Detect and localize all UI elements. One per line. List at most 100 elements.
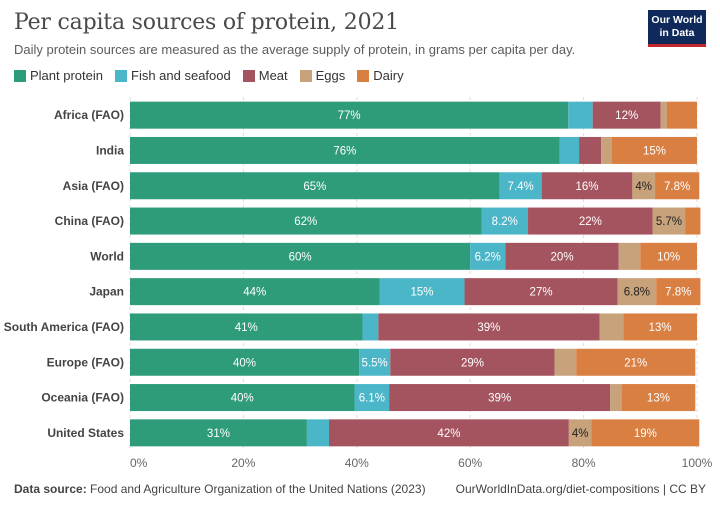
data-label: 16% [575, 181, 598, 193]
bar-segment[interactable] [130, 384, 355, 412]
bar-segment[interactable] [599, 313, 624, 341]
bar-segment[interactable] [130, 419, 307, 447]
bar-segment[interactable] [130, 242, 471, 270]
bar-segment[interactable] [130, 207, 482, 235]
legend-swatch [14, 69, 26, 82]
data-label: 4% [572, 428, 589, 440]
bar-segment[interactable] [579, 136, 602, 164]
bar-segment[interactable] [656, 278, 701, 306]
bar-segment[interactable] [329, 419, 569, 447]
bar-segment[interactable] [464, 278, 618, 306]
data-label: 60% [289, 251, 312, 263]
data-label: 6.2% [475, 251, 501, 263]
bar-segment[interactable] [130, 313, 363, 341]
bar-segment[interactable] [568, 101, 593, 129]
owid-logo[interactable]: Our World in Data [648, 10, 706, 47]
bar-segment[interactable] [652, 207, 686, 235]
bar-segment[interactable] [130, 136, 560, 164]
bar-segment[interactable] [470, 242, 506, 270]
chart-subtitle: Daily protein sources are measured as th… [14, 42, 576, 57]
bar-segment[interactable] [685, 207, 701, 235]
legend-label: Eggs [315, 68, 346, 83]
data-label: 15% [410, 287, 433, 299]
data-label: 77% [338, 110, 361, 122]
category-label: Oceania (FAO) [41, 391, 124, 405]
bar-segment[interactable] [306, 419, 330, 447]
legend-item[interactable]: Eggs [299, 68, 346, 83]
legend: Plant protein Fish and seafood Meat Eggs Dai… [14, 68, 404, 83]
bar-segment[interactable] [576, 348, 696, 376]
bar-segment[interactable] [362, 313, 379, 341]
bar-segment[interactable] [621, 384, 696, 412]
data-label: 5.7% [656, 216, 682, 228]
data-label: 40% [231, 393, 254, 405]
category-label: India [96, 143, 124, 157]
bar-segment[interactable] [505, 242, 619, 270]
bar-segment[interactable] [378, 313, 600, 341]
data-label: 19% [634, 428, 657, 440]
category-label: China (FAO) [55, 214, 124, 228]
bar-segment[interactable] [541, 172, 633, 200]
data-label: 41% [235, 322, 258, 334]
bar-segment[interactable] [611, 136, 697, 164]
legend-item[interactable]: Plant protein [14, 68, 103, 83]
bar-segment[interactable] [499, 172, 542, 200]
x-tick-label: 20% [231, 456, 255, 470]
chart-title: Per capita sources of protein, 2021 [14, 10, 399, 35]
footer-link[interactable]: OurWorldInData.org/diet-compositions | C… [455, 482, 706, 496]
legend-swatch [242, 69, 255, 82]
bar-segment[interactable] [618, 242, 641, 270]
bar-segment[interactable] [130, 278, 380, 306]
bar-segment[interactable] [601, 136, 612, 164]
bar-segment[interactable] [390, 348, 555, 376]
bar-segment[interactable] [623, 313, 697, 341]
data-label: 7.4% [508, 181, 534, 193]
legend-item[interactable]: Meat [242, 68, 288, 83]
legend-item[interactable]: Fish and seafood [115, 68, 231, 83]
bar-segment[interactable] [359, 348, 391, 376]
bar-segment[interactable] [130, 172, 500, 200]
data-label: 27% [530, 287, 553, 299]
x-tick-label: 0% [130, 456, 148, 470]
stacked-bar-chart: 0% 20% 40% 60% 80% 100% Africa (FAO) 77% 12% Indi… [4, 97, 713, 470]
footer-source: Data source: Food and Agriculture Organi… [14, 482, 426, 496]
logo-line1: Our World [651, 14, 703, 26]
data-label: 39% [477, 322, 500, 334]
bar-segment[interactable] [528, 207, 653, 235]
bar-segment[interactable] [655, 172, 700, 200]
bar-segment[interactable] [354, 384, 390, 412]
data-label: 62% [294, 216, 317, 228]
bar-segment[interactable] [130, 101, 569, 129]
data-label: 40% [233, 357, 256, 369]
bar-segment[interactable] [568, 419, 592, 447]
bar-segment[interactable] [640, 242, 697, 270]
x-tick-label: 60% [458, 456, 482, 470]
bar-segment[interactable] [632, 172, 656, 200]
bar-segment[interactable] [592, 101, 661, 129]
data-label: 42% [437, 428, 460, 440]
bar-segment[interactable] [559, 136, 580, 164]
bar-segment[interactable] [379, 278, 465, 306]
bar-segment[interactable] [389, 384, 611, 412]
data-label: 31% [207, 428, 230, 440]
category-label: Africa (FAO) [54, 108, 124, 122]
bar-segment[interactable] [660, 101, 667, 129]
bar-segment[interactable] [617, 278, 657, 306]
bar-segment[interactable] [481, 207, 529, 235]
bar-segment[interactable] [130, 348, 360, 376]
x-tick-label: 40% [345, 456, 369, 470]
category-label: United States [47, 426, 124, 440]
bar-segment[interactable] [591, 419, 700, 447]
data-label: 5.5% [362, 357, 388, 369]
legend-item[interactable]: Dairy [357, 68, 404, 83]
legend-label: Plant protein [30, 68, 103, 83]
data-label: 7.8% [665, 287, 691, 299]
bar-segment[interactable] [666, 101, 697, 129]
data-label: 21% [624, 357, 647, 369]
data-label: 29% [461, 357, 484, 369]
bar-segment[interactable] [554, 348, 577, 376]
bar-segment[interactable] [610, 384, 622, 412]
legend-label: Meat [258, 68, 288, 83]
legend-label: Dairy [373, 68, 404, 83]
data-label: 8.2% [492, 216, 518, 228]
